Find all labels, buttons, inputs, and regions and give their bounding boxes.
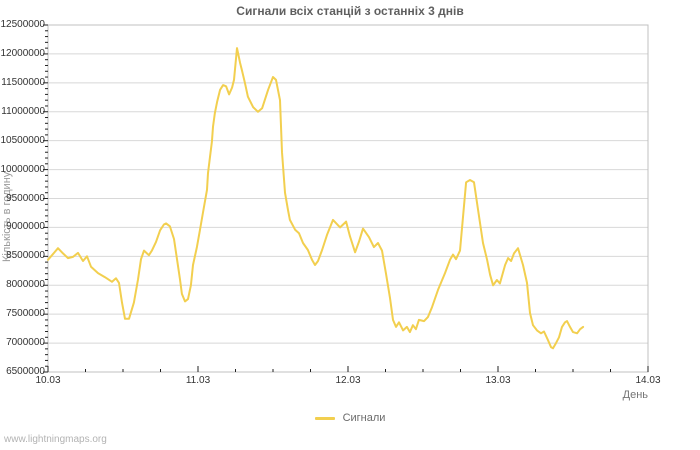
chart-title: Сигнали всіх станцій з останніх 3 днів — [236, 4, 464, 18]
x-axis-title: День — [622, 389, 648, 401]
legend: Сигнали — [0, 412, 700, 424]
watermark-text: www.lightningmaps.org — [4, 434, 107, 445]
y-tick-label: 10500000 — [0, 134, 46, 146]
y-tick-label: 12000000 — [0, 47, 46, 59]
y-tick-label: 6500000 — [6, 366, 45, 377]
legend-line-swatch — [314, 416, 335, 420]
y-tick-label: 11500000 — [1, 76, 45, 88]
y-tick-label: 12500000 — [0, 19, 46, 30]
y-tick-label: 9500000 — [6, 192, 45, 204]
y-tick-label: 7500000 — [6, 308, 45, 320]
x-tick-label: 12.03 — [335, 375, 361, 386]
y-tick-label: 10000000 — [0, 163, 46, 175]
legend-label: Сигнали — [342, 412, 386, 424]
y-tick-label: 8500000 — [6, 250, 45, 262]
x-tick-label: 10.03 — [35, 375, 61, 386]
y-tick-label: 9000000 — [6, 221, 45, 233]
signal-line — [47, 47, 585, 350]
x-tick-label: 14.03 — [635, 375, 661, 386]
y-tick-label: 7000000 — [6, 337, 45, 349]
y-tick-label: 11000000 — [1, 105, 45, 117]
x-tick-label: 13.03 — [485, 375, 511, 386]
x-tick-label: 11.03 — [185, 375, 211, 386]
y-axis-title: Кількість в годину — [1, 171, 13, 263]
y-tick-label: 8000000 — [6, 279, 45, 291]
